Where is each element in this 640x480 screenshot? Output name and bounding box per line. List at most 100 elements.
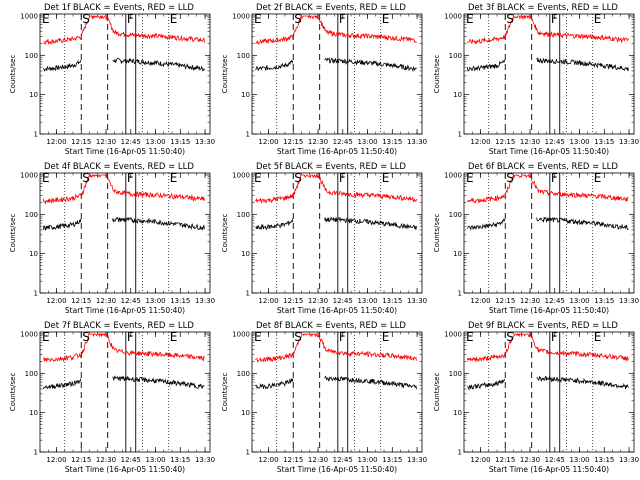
marker-label-f: F bbox=[551, 330, 558, 344]
plot-frame bbox=[463, 13, 635, 135]
y-axis-label: Counts/sec bbox=[433, 55, 441, 94]
panel-6: Det 6f BLACK = Events, RED = LLD 1 10 100 10… bbox=[433, 162, 639, 315]
x-tick-label: 13:00 bbox=[569, 456, 589, 464]
y-tick-label: 1 bbox=[34, 131, 38, 139]
x-tick-label: 13:00 bbox=[357, 456, 377, 464]
y-tick-label: 1000 bbox=[232, 171, 250, 179]
marker-label-e-start: E bbox=[466, 171, 474, 185]
x-axis-label: Start Time (16-Apr-05 11:50:40) bbox=[277, 306, 397, 315]
x-tick-label: 12:15 bbox=[495, 297, 515, 305]
x-tick-label: 13:30 bbox=[195, 297, 215, 305]
y-tick-label: 1 bbox=[458, 290, 462, 298]
x-tick-label: 12:45 bbox=[121, 297, 141, 305]
x-axis-label: Start Time (16-Apr-05 11:50:40) bbox=[277, 147, 397, 156]
x-tick-label: 13:00 bbox=[569, 138, 589, 146]
y-tick-label: 10 bbox=[29, 91, 38, 99]
y-tick-label: 10 bbox=[241, 250, 250, 258]
y-tick-label: 1 bbox=[246, 449, 250, 457]
x-tick-label: 12:00 bbox=[470, 456, 490, 464]
x-tick-label: 12:45 bbox=[545, 297, 565, 305]
marker-label-f: F bbox=[127, 12, 134, 26]
y-tick-label: 1 bbox=[458, 131, 462, 139]
x-tick-label: 13:30 bbox=[619, 456, 639, 464]
series-line bbox=[255, 56, 417, 73]
x-tick-label: 12:15 bbox=[495, 138, 515, 146]
x-tick-label: 13:00 bbox=[357, 297, 377, 305]
x-tick-label: 12:00 bbox=[46, 297, 66, 305]
marker-label-e-end: E bbox=[594, 12, 602, 26]
y-tick-label: 10 bbox=[241, 409, 250, 417]
series-line bbox=[467, 14, 629, 45]
panel-9: Det 9f BLACK = Events, RED = LLD 1 10 100 10… bbox=[433, 321, 639, 474]
y-tick-label: 1 bbox=[34, 449, 38, 457]
y-tick-label: 1000 bbox=[444, 330, 462, 338]
y-tick-label: 1000 bbox=[20, 330, 38, 338]
x-tick-label: 12:45 bbox=[545, 138, 565, 146]
y-tick-label: 1 bbox=[246, 290, 250, 298]
x-tick-label: 12:30 bbox=[96, 297, 116, 305]
x-tick-label: 12:45 bbox=[545, 456, 565, 464]
series-line bbox=[43, 57, 205, 72]
panel-title: Det 7f BLACK = Events, RED = LLD bbox=[44, 321, 194, 331]
panel-2: Det 2f BLACK = Events, RED = LLD 1 10 100 10… bbox=[221, 3, 427, 156]
marker-label-f: F bbox=[339, 330, 346, 344]
x-tick-label: 13:00 bbox=[569, 297, 589, 305]
marker-label-e-start: E bbox=[254, 330, 262, 344]
marker-label-e-start: E bbox=[254, 171, 262, 185]
marker-label-f: F bbox=[127, 330, 134, 344]
x-tick-label: 12:15 bbox=[283, 456, 303, 464]
y-axis-label: Counts/sec bbox=[221, 55, 229, 94]
y-tick-label: 10 bbox=[453, 409, 462, 417]
x-tick-label: 12:15 bbox=[71, 138, 91, 146]
x-tick-label: 13:15 bbox=[382, 138, 402, 146]
x-tick-label: 12:30 bbox=[96, 456, 116, 464]
x-tick-label: 13:00 bbox=[145, 138, 165, 146]
panel-1: Det 1f BLACK = Events, RED = LLD 1 10 100 10… bbox=[9, 3, 215, 156]
series-line bbox=[42, 375, 205, 390]
y-axis-label: Counts/sec bbox=[221, 373, 229, 412]
marker-label-e-start: E bbox=[466, 330, 474, 344]
x-tick-label: 13:15 bbox=[594, 297, 614, 305]
x-tick-label: 12:30 bbox=[308, 297, 328, 305]
marker-label-f: F bbox=[339, 12, 346, 26]
panel-title: Det 8f BLACK = Events, RED = LLD bbox=[256, 321, 406, 331]
x-tick-label: 12:30 bbox=[520, 138, 540, 146]
series-line bbox=[255, 333, 417, 363]
marker-label-s: S bbox=[506, 12, 514, 26]
x-tick-label: 13:00 bbox=[357, 138, 377, 146]
y-tick-label: 10 bbox=[453, 91, 462, 99]
y-tick-label: 100 bbox=[237, 211, 250, 219]
x-tick-label: 12:15 bbox=[71, 297, 91, 305]
marker-label-s: S bbox=[294, 330, 302, 344]
y-tick-label: 10 bbox=[453, 250, 462, 258]
x-tick-label: 13:30 bbox=[619, 297, 639, 305]
x-tick-label: 13:15 bbox=[170, 297, 190, 305]
x-tick-label: 12:45 bbox=[121, 456, 141, 464]
x-tick-label: 13:30 bbox=[407, 297, 427, 305]
y-tick-label: 1000 bbox=[444, 12, 462, 20]
marker-label-e-end: E bbox=[594, 171, 602, 185]
plot-frame bbox=[463, 172, 635, 294]
x-tick-label: 12:30 bbox=[520, 456, 540, 464]
marker-label-s: S bbox=[506, 171, 514, 185]
y-axis-label: Counts/sec bbox=[221, 214, 229, 253]
y-tick-label: 10 bbox=[29, 409, 38, 417]
x-tick-label: 13:00 bbox=[145, 297, 165, 305]
y-tick-label: 100 bbox=[25, 211, 38, 219]
marker-label-s: S bbox=[82, 12, 90, 26]
x-tick-label: 13:30 bbox=[195, 138, 215, 146]
panel-title: Det 9f BLACK = Events, RED = LLD bbox=[468, 321, 618, 331]
x-tick-label: 13:15 bbox=[382, 456, 402, 464]
x-axis-label: Start Time (16-Apr-05 11:50:40) bbox=[489, 465, 609, 474]
y-axis-label: Counts/sec bbox=[9, 214, 17, 253]
x-tick-label: 12:15 bbox=[283, 297, 303, 305]
y-tick-label: 1 bbox=[246, 131, 250, 139]
marker-label-s: S bbox=[294, 12, 302, 26]
x-tick-label: 12:00 bbox=[258, 138, 278, 146]
series-line bbox=[42, 173, 205, 205]
marker-label-s: S bbox=[294, 171, 302, 185]
marker-label-f: F bbox=[339, 171, 346, 185]
x-tick-label: 13:30 bbox=[619, 138, 639, 146]
series-line bbox=[42, 217, 205, 231]
